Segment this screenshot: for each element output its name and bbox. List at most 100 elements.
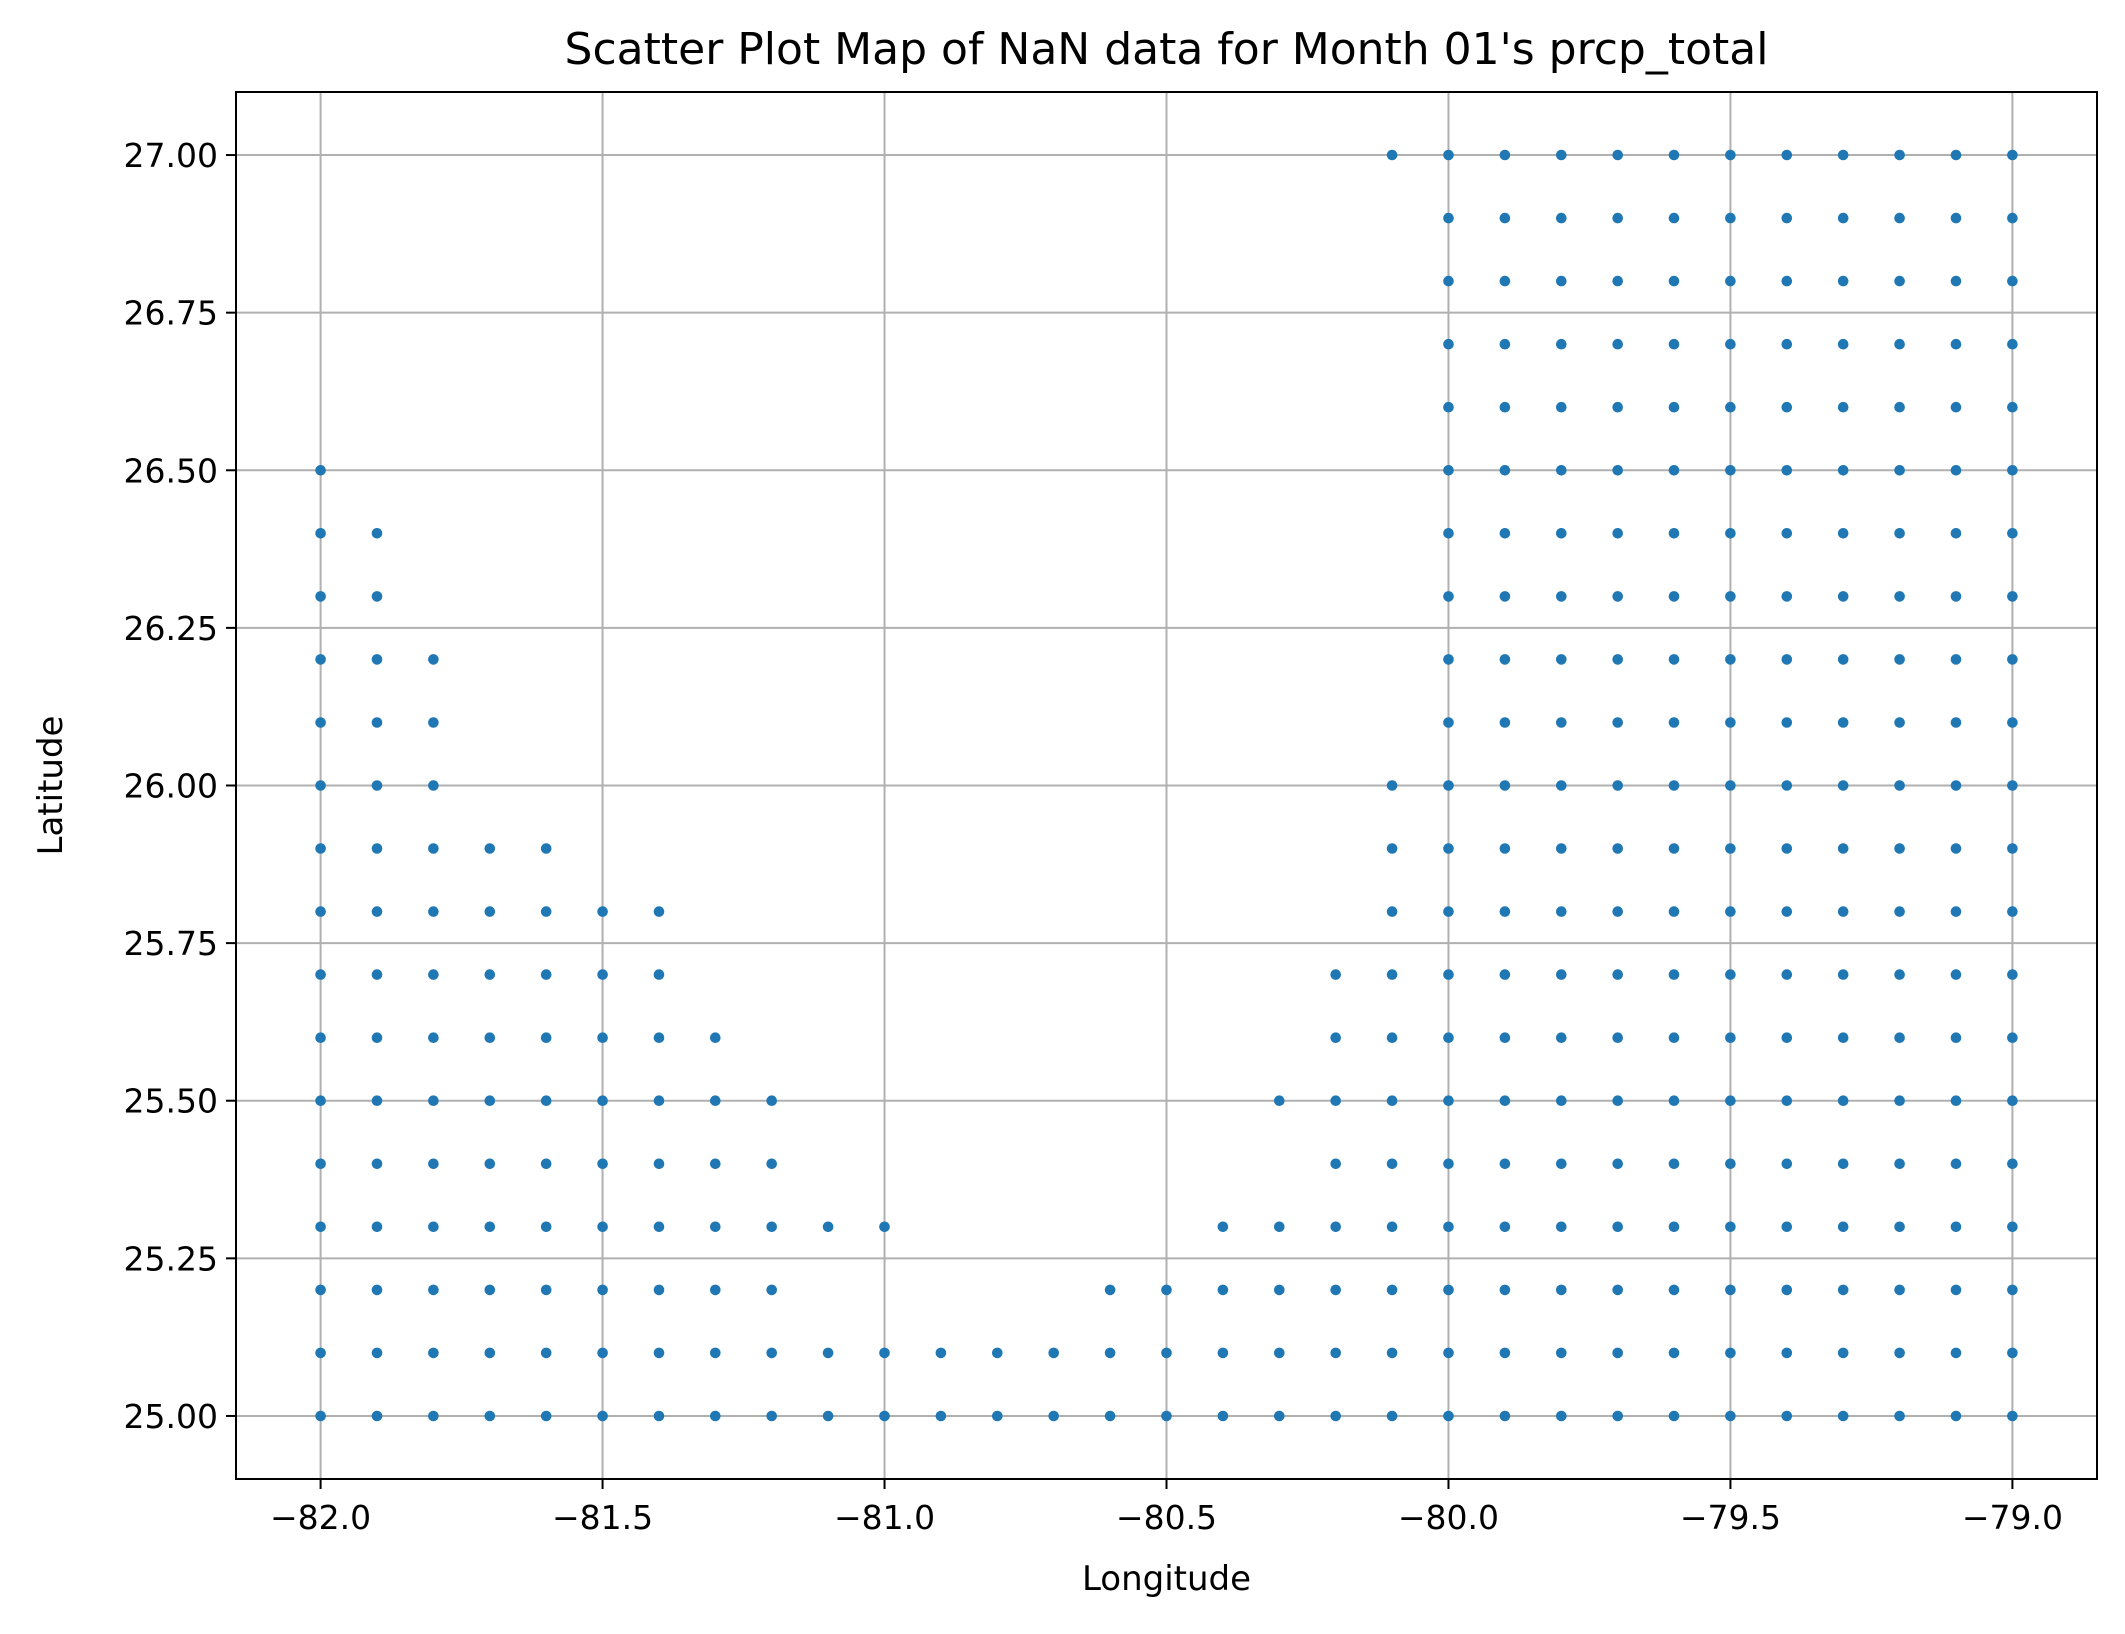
scatter-point xyxy=(1330,1347,1341,1359)
scatter-point xyxy=(484,969,496,980)
scatter-point xyxy=(1725,275,1736,287)
scatter-point xyxy=(1894,780,1905,791)
scatter-point xyxy=(1330,1158,1341,1170)
scatter-point xyxy=(428,1410,439,1422)
scatter-point xyxy=(1161,1347,1172,1359)
scatter-point xyxy=(1837,1410,1849,1422)
scatter-point xyxy=(1781,401,1793,413)
scatter-point xyxy=(1668,275,1680,287)
scatter-point xyxy=(1612,149,1623,161)
scatter-point xyxy=(1668,401,1680,413)
x-tick-label: −81.5 xyxy=(552,1498,653,1537)
scatter-point xyxy=(1443,843,1454,854)
y-axis-label: Latitude xyxy=(31,716,71,856)
scatter-point xyxy=(1556,401,1567,413)
scatter-point xyxy=(1837,528,1849,539)
scatter-point xyxy=(766,1410,777,1422)
scatter-point xyxy=(540,1032,552,1043)
scatter-point xyxy=(1894,149,1905,161)
scatter-point xyxy=(371,906,383,917)
y-tick-label: 26.00 xyxy=(124,767,218,806)
scatter-point xyxy=(1894,1410,1905,1422)
scatter-point xyxy=(653,1347,665,1359)
scatter-point xyxy=(1556,1032,1567,1043)
scatter-point xyxy=(992,1347,1003,1359)
y-tick-label: 25.50 xyxy=(124,1082,218,1121)
scatter-point xyxy=(1612,528,1623,539)
scatter-point xyxy=(1274,1410,1285,1422)
scatter-point xyxy=(597,969,608,980)
scatter-point xyxy=(1443,1284,1454,1296)
scatter-point xyxy=(1668,654,1680,665)
scatter-point xyxy=(1950,338,1962,350)
scatter-point xyxy=(1950,969,1962,980)
scatter-point xyxy=(710,1410,721,1422)
scatter-point xyxy=(1725,338,1736,350)
scatter-point xyxy=(1837,906,1849,917)
scatter-point xyxy=(1612,906,1623,917)
scatter-point xyxy=(2007,906,2018,917)
scatter-point xyxy=(371,843,383,854)
scatter-point xyxy=(371,591,383,602)
y-tick-label: 26.75 xyxy=(124,294,218,333)
scatter-point xyxy=(1668,338,1680,350)
scatter-point xyxy=(653,906,665,917)
scatter-point xyxy=(540,1347,552,1359)
scatter-point xyxy=(540,1284,552,1296)
scatter-point xyxy=(428,717,439,728)
scatter-point xyxy=(1725,1221,1736,1233)
scatter-point xyxy=(484,1032,496,1043)
scatter-point xyxy=(1556,465,1567,476)
scatter-point xyxy=(371,654,383,665)
scatter-point xyxy=(1499,1221,1511,1233)
scatter-point xyxy=(428,1032,439,1043)
scatter-point xyxy=(540,1158,552,1170)
scatter-point xyxy=(1894,338,1905,350)
scatter-point xyxy=(1386,1347,1398,1359)
scatter-point xyxy=(597,906,608,917)
scatter-point xyxy=(1950,1095,1962,1106)
scatter-point xyxy=(1612,843,1623,854)
scatter-point xyxy=(484,1158,496,1170)
scatter-point xyxy=(1386,149,1398,161)
scatter-point xyxy=(428,780,439,791)
scatter-point xyxy=(879,1221,890,1233)
scatter-point xyxy=(1443,1221,1454,1233)
scatter-point xyxy=(1668,843,1680,854)
scatter-point xyxy=(1894,528,1905,539)
scatter-point xyxy=(315,465,326,476)
scatter-point xyxy=(1386,1032,1398,1043)
scatter-point xyxy=(1556,780,1567,791)
scatter-point xyxy=(1894,1032,1905,1043)
scatter-point xyxy=(1499,780,1511,791)
scatter-point xyxy=(371,1410,383,1422)
scatter-point xyxy=(1837,1284,1849,1296)
scatter-point xyxy=(1274,1284,1285,1296)
scatter-point xyxy=(428,969,439,980)
scatter-point xyxy=(1894,1284,1905,1296)
scatter-point xyxy=(1781,465,1793,476)
scatter-points xyxy=(315,149,2018,1422)
scatter-point xyxy=(1330,969,1341,980)
scatter-point xyxy=(1443,275,1454,287)
scatter-point xyxy=(1950,780,1962,791)
scatter-point xyxy=(2007,465,2018,476)
scatter-point xyxy=(653,1221,665,1233)
scatter-point xyxy=(1781,843,1793,854)
scatter-point xyxy=(1781,1410,1793,1422)
scatter-point xyxy=(1443,212,1454,224)
scatter-point xyxy=(1556,338,1567,350)
scatter-point xyxy=(1837,212,1849,224)
scatter-point xyxy=(1894,906,1905,917)
scatter-point xyxy=(1781,1032,1793,1043)
scatter-point xyxy=(1894,465,1905,476)
scatter-point xyxy=(1894,969,1905,980)
scatter-point xyxy=(315,843,326,854)
x-tick-label: −79.0 xyxy=(1962,1498,2063,1537)
scatter-point xyxy=(1612,1095,1623,1106)
scatter-point xyxy=(2007,780,2018,791)
scatter-point xyxy=(1781,149,1793,161)
scatter-point xyxy=(1443,1410,1454,1422)
scatter-point xyxy=(935,1410,947,1422)
